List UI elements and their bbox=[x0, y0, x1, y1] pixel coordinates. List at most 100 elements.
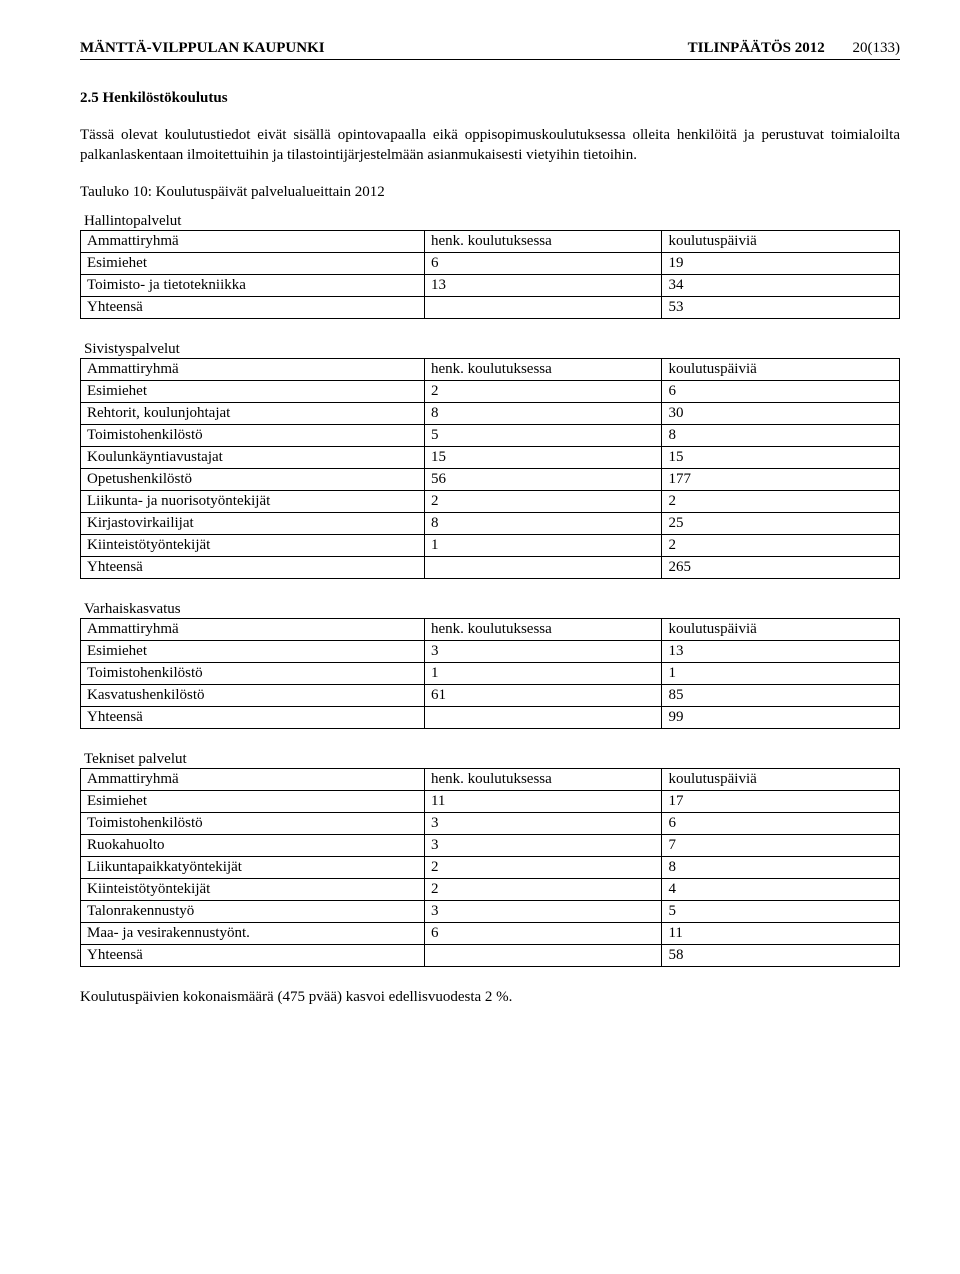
table-row: Yhteensä99 bbox=[81, 706, 900, 728]
table-header-cell: henk. koulutuksessa bbox=[424, 230, 662, 252]
table-row: Kiinteistötyöntekijät24 bbox=[81, 878, 900, 900]
table-cell: 13 bbox=[662, 640, 900, 662]
table-cell: Toimistohenkilöstö bbox=[81, 662, 425, 684]
table-cell: 53 bbox=[662, 296, 900, 318]
table-header-row: Ammattiryhmähenk. koulutuksessakoulutusp… bbox=[81, 230, 900, 252]
table-header-cell: henk. koulutuksessa bbox=[424, 358, 662, 380]
tables-container: HallintopalvelutAmmattiryhmähenk. koulut… bbox=[80, 213, 900, 967]
table-cell: 3 bbox=[424, 834, 662, 856]
table-cell: 11 bbox=[424, 790, 662, 812]
table-cell: Esimiehet bbox=[81, 640, 425, 662]
table-cell: Yhteensä bbox=[81, 944, 425, 966]
table-row: Toimisto- ja tietotekniikka1334 bbox=[81, 274, 900, 296]
table-cell: 8 bbox=[424, 512, 662, 534]
table-cell: 3 bbox=[424, 640, 662, 662]
table-cell: 85 bbox=[662, 684, 900, 706]
table-header-cell: koulutuspäiviä bbox=[662, 358, 900, 380]
table-header-cell: Ammattiryhmä bbox=[81, 768, 425, 790]
table-row: Toimistohenkilöstö58 bbox=[81, 424, 900, 446]
table-cell: 15 bbox=[424, 446, 662, 468]
table-header-row: Ammattiryhmähenk. koulutuksessakoulutusp… bbox=[81, 358, 900, 380]
table-cell: Esimiehet bbox=[81, 252, 425, 274]
table-row: Toimistohenkilöstö36 bbox=[81, 812, 900, 834]
table-row: Esimiehet26 bbox=[81, 380, 900, 402]
table-cell: 58 bbox=[662, 944, 900, 966]
table-row: Kiinteistötyöntekijät12 bbox=[81, 534, 900, 556]
table-cell: 6 bbox=[424, 922, 662, 944]
table-row: Opetushenkilöstö56177 bbox=[81, 468, 900, 490]
table-row: Kasvatushenkilöstö6185 bbox=[81, 684, 900, 706]
table-cell: Ruokahuolto bbox=[81, 834, 425, 856]
table-header-cell: koulutuspäiviä bbox=[662, 618, 900, 640]
header-right: TILINPÄÄTÖS 2012 20(133) bbox=[688, 40, 900, 57]
header-center: TILINPÄÄTÖS 2012 bbox=[688, 40, 825, 56]
page-header: MÄNTTÄ-VILPPULAN KAUPUNKI TILINPÄÄTÖS 20… bbox=[80, 40, 900, 60]
table-cell: Yhteensä bbox=[81, 296, 425, 318]
table-header-cell: koulutuspäiviä bbox=[662, 768, 900, 790]
table-row: Toimistohenkilöstö11 bbox=[81, 662, 900, 684]
table-cell: 17 bbox=[662, 790, 900, 812]
table-cell: Kiinteistötyöntekijät bbox=[81, 534, 425, 556]
data-table: Ammattiryhmähenk. koulutuksessakoulutusp… bbox=[80, 230, 900, 319]
table-row: Liikunta- ja nuorisotyöntekijät22 bbox=[81, 490, 900, 512]
table-subtitle: Hallintopalvelut bbox=[84, 213, 900, 230]
table-row: Yhteensä 53 bbox=[81, 296, 900, 318]
table-cell: 30 bbox=[662, 402, 900, 424]
table-cell: 2 bbox=[424, 878, 662, 900]
table-row: Esimiehet619 bbox=[81, 252, 900, 274]
table-cell: Kiinteistötyöntekijät bbox=[81, 878, 425, 900]
table-cell: 1 bbox=[424, 534, 662, 556]
table-cell: 8 bbox=[662, 856, 900, 878]
table-cell: 1 bbox=[662, 662, 900, 684]
table-cell bbox=[424, 706, 662, 728]
table-cell: 2 bbox=[424, 490, 662, 512]
table-cell: 13 bbox=[424, 274, 662, 296]
table-cell: Kasvatushenkilöstö bbox=[81, 684, 425, 706]
table-subtitle: Sivistyspalvelut bbox=[84, 341, 900, 358]
table-cell bbox=[424, 944, 662, 966]
table-cell: Toimistohenkilöstö bbox=[81, 424, 425, 446]
table-cell: Toimistohenkilöstö bbox=[81, 812, 425, 834]
table-cell: 56 bbox=[424, 468, 662, 490]
table-cell: 19 bbox=[662, 252, 900, 274]
table-cell: Esimiehet bbox=[81, 790, 425, 812]
table-cell: 11 bbox=[662, 922, 900, 944]
page-number: 20(133) bbox=[853, 40, 901, 56]
table-header-cell: koulutuspäiviä bbox=[662, 230, 900, 252]
table-cell: 8 bbox=[662, 424, 900, 446]
table-cell: 5 bbox=[424, 424, 662, 446]
table-header-cell: Ammattiryhmä bbox=[81, 618, 425, 640]
table-cell: 177 bbox=[662, 468, 900, 490]
table-cell: 6 bbox=[662, 812, 900, 834]
table-cell: Koulunkäyntiavustajat bbox=[81, 446, 425, 468]
table-cell: Toimisto- ja tietotekniikka bbox=[81, 274, 425, 296]
table-row: Yhteensä 58 bbox=[81, 944, 900, 966]
table-cell: 15 bbox=[662, 446, 900, 468]
table-cell: 5 bbox=[662, 900, 900, 922]
table-subtitle: Tekniset palvelut bbox=[84, 751, 900, 768]
table-caption: Tauluko 10: Koulutuspäivät palvelualueit… bbox=[80, 184, 900, 201]
data-table: Ammattiryhmähenk. koulutuksessakoulutusp… bbox=[80, 358, 900, 579]
table-header-cell: Ammattiryhmä bbox=[81, 358, 425, 380]
table-header-row: Ammattiryhmähenk. koulutuksessakoulutusp… bbox=[81, 768, 900, 790]
table-cell: 2 bbox=[662, 534, 900, 556]
data-table: Ammattiryhmähenk. koulutuksessakoulutusp… bbox=[80, 768, 900, 967]
table-cell: Esimiehet bbox=[81, 380, 425, 402]
section-title-text: Henkilöstökoulutus bbox=[103, 90, 228, 106]
table-cell: Liikunta- ja nuorisotyöntekijät bbox=[81, 490, 425, 512]
table-row: Rehtorit, koulunjohtajat830 bbox=[81, 402, 900, 424]
data-table: Ammattiryhmähenk. koulutuksessakoulutusp… bbox=[80, 618, 900, 729]
intro-paragraph: Tässä olevat koulutustiedot eivät sisäll… bbox=[80, 125, 900, 166]
table-subtitle: Varhaiskasvatus bbox=[84, 601, 900, 618]
header-left: MÄNTTÄ-VILPPULAN KAUPUNKI bbox=[80, 40, 325, 57]
table-cell: 2 bbox=[662, 490, 900, 512]
table-row: Liikuntapaikkatyöntekijät28 bbox=[81, 856, 900, 878]
section-heading: 2.5 Henkilöstökoulutus bbox=[80, 90, 900, 107]
table-header-cell: henk. koulutuksessa bbox=[424, 618, 662, 640]
footer-paragraph: Koulutuspäivien kokonaismäärä (475 pvää)… bbox=[80, 989, 900, 1006]
table-row: Maa- ja vesirakennustyönt.611 bbox=[81, 922, 900, 944]
table-cell: 3 bbox=[424, 900, 662, 922]
table-header-row: Ammattiryhmähenk. koulutuksessakoulutusp… bbox=[81, 618, 900, 640]
table-row: Esimiehet313 bbox=[81, 640, 900, 662]
table-cell: Liikuntapaikkatyöntekijät bbox=[81, 856, 425, 878]
